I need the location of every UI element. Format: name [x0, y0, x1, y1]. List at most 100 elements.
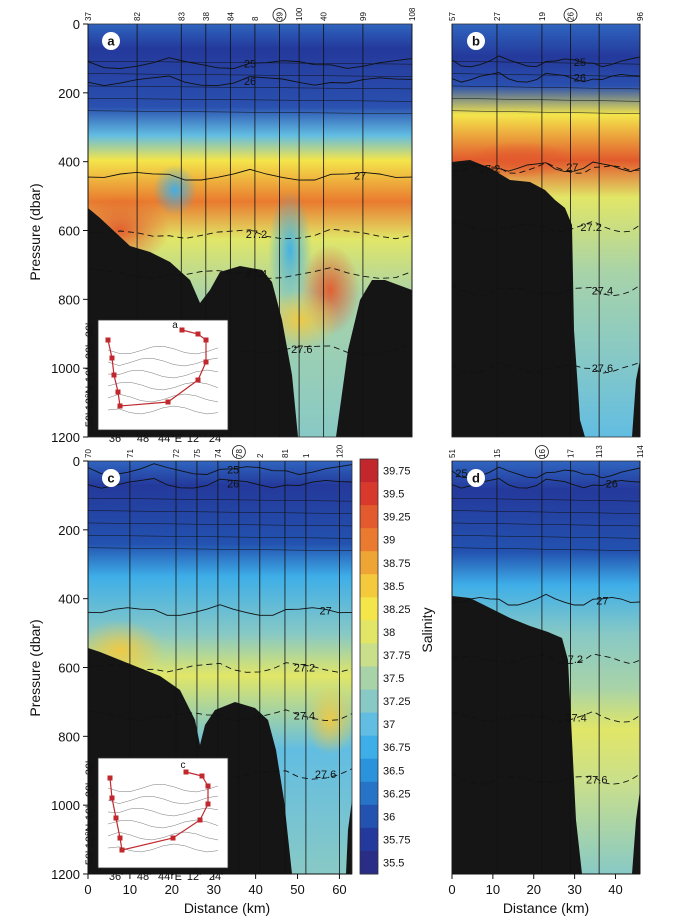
station-label: 114 [636, 445, 645, 458]
inset-station-marker [179, 327, 185, 333]
y-tick-label: 0 [73, 454, 80, 469]
isopycnal-thin-line [452, 547, 640, 551]
panel-b-bathymetry [452, 160, 640, 437]
x-axis-label-c: Distance (km) [184, 900, 270, 916]
colorbar-tick-label: 38 [383, 627, 395, 639]
inset-lat-label: 50' [84, 413, 96, 427]
inset-station-marker [170, 835, 176, 841]
inset-letter: c [181, 760, 186, 771]
isopycnal-line [88, 75, 412, 87]
isopycnal-line [452, 220, 640, 233]
isopycnal-line [452, 593, 640, 606]
isopycnal-thin-line [452, 497, 640, 502]
station-label: 40 [320, 12, 329, 21]
station-label: 2 [256, 453, 265, 458]
isopycnal-label: 27.6 [315, 769, 336, 781]
colorbar-label: Salinity [419, 607, 435, 652]
station-label: 120 [335, 444, 344, 458]
inset-contour [107, 807, 219, 817]
panel-b-letter: b [472, 34, 480, 49]
isopycnal-thin-line [88, 98, 412, 102]
isopycnal-label: 27.6 [592, 363, 613, 375]
inset-lon-label: 44°E [158, 433, 182, 445]
station-label: 84 [226, 12, 235, 21]
station-label: 108 [408, 7, 417, 21]
inset-lat-label: 12°N [84, 824, 96, 849]
isopycnal-label: 27 [354, 170, 366, 182]
isopycnal-label: 27.6 [291, 344, 312, 356]
isopycnal-label: 27.4 [592, 286, 613, 298]
inset-station-marker [199, 773, 205, 779]
panel-b-stations: 57 27 19 26 25 96 [448, 8, 645, 437]
y-tick-label: 1200 [51, 430, 80, 445]
inset-frame [97, 757, 229, 869]
colorbar-tick-label: 37.5 [383, 673, 404, 685]
isopycnal-line [88, 57, 412, 69]
station-label: 113 [595, 445, 604, 458]
isopycnal-line [452, 362, 640, 374]
isopycnal-thin-line [88, 85, 412, 90]
colorbar-tick-label: 38.5 [383, 581, 404, 593]
inset-contour [107, 381, 219, 391]
station-label: 75 [193, 449, 202, 458]
station-label: 37 [84, 12, 93, 21]
isopycnal-line [88, 463, 352, 475]
inset-station-marker [109, 795, 115, 801]
colorbar-swatch [360, 643, 378, 667]
station-label: 39 [275, 12, 284, 21]
colorbar-tick-label: 37.25 [383, 696, 411, 708]
inset-lon-label: 48' [137, 433, 151, 445]
isopycnal-line [452, 711, 640, 723]
isopycnal-thin-line [88, 60, 412, 65]
x-tick-label: 0 [448, 882, 455, 897]
inset-lat-label: 30' [84, 761, 96, 775]
inset-lon-label: 12' [187, 433, 201, 445]
colorbar-swatch [360, 666, 378, 691]
isopycnal-label: 27 [596, 595, 608, 607]
colorbar-frame [359, 458, 379, 875]
isopycnal-line [452, 162, 640, 174]
station-circle [563, 8, 578, 22]
isopycnal-thin-line [452, 85, 640, 90]
inset-station-marker [205, 801, 211, 807]
inset-contour [107, 393, 219, 403]
inset-station-marker [197, 817, 203, 823]
station-label: 72 [172, 449, 181, 458]
inset-contour [107, 357, 219, 367]
inset-station-marker [107, 775, 113, 781]
station-label: 74 [214, 449, 223, 458]
station-label: 38 [202, 12, 211, 21]
isopycnal-label: 27.4 [246, 269, 267, 281]
inset-station-marker [203, 337, 209, 343]
inset-contour [107, 405, 219, 415]
station-label: 8 [251, 16, 260, 21]
panel-d-stations: 51 15 16 17 113 114 [448, 445, 645, 874]
x-tick-label: 10 [486, 882, 500, 897]
colorbar-tick-label: 38.75 [383, 558, 411, 570]
colorbar-swatch [360, 712, 378, 737]
isopycnal-label: 27.4 [294, 711, 315, 723]
panel-c-yellow-core-2 [305, 685, 352, 755]
colorbar-swatch [360, 574, 378, 598]
inset-lon-label: 36' [109, 871, 123, 883]
station-label: 16 [538, 449, 547, 458]
panel-d-bathymetry [452, 596, 640, 874]
inset-lat-label: 30' [84, 323, 96, 337]
isopycnal-line [452, 284, 640, 297]
inset-contour [107, 783, 219, 793]
inset-station-marker [183, 769, 189, 775]
inset-station-marker [195, 377, 201, 383]
x-tick-label: 40 [608, 882, 622, 897]
colorbar-tick-label: 36 [383, 811, 395, 823]
y-axis-top: 0 200 400 600 800 1000 1200 [51, 17, 89, 445]
colorbar-swatch [360, 689, 378, 714]
colorbar-tick-label: 37.75 [383, 650, 411, 662]
y-tick-label: 1200 [51, 867, 80, 882]
x-tick-label: 40 [248, 882, 262, 897]
station-label: 78 [235, 449, 244, 458]
isopycnal-line [88, 228, 412, 240]
colorbar-tick-label: 35.75 [383, 834, 411, 846]
colorbar-swatch [360, 482, 378, 506]
isopycnal-label: 26 [244, 76, 256, 88]
